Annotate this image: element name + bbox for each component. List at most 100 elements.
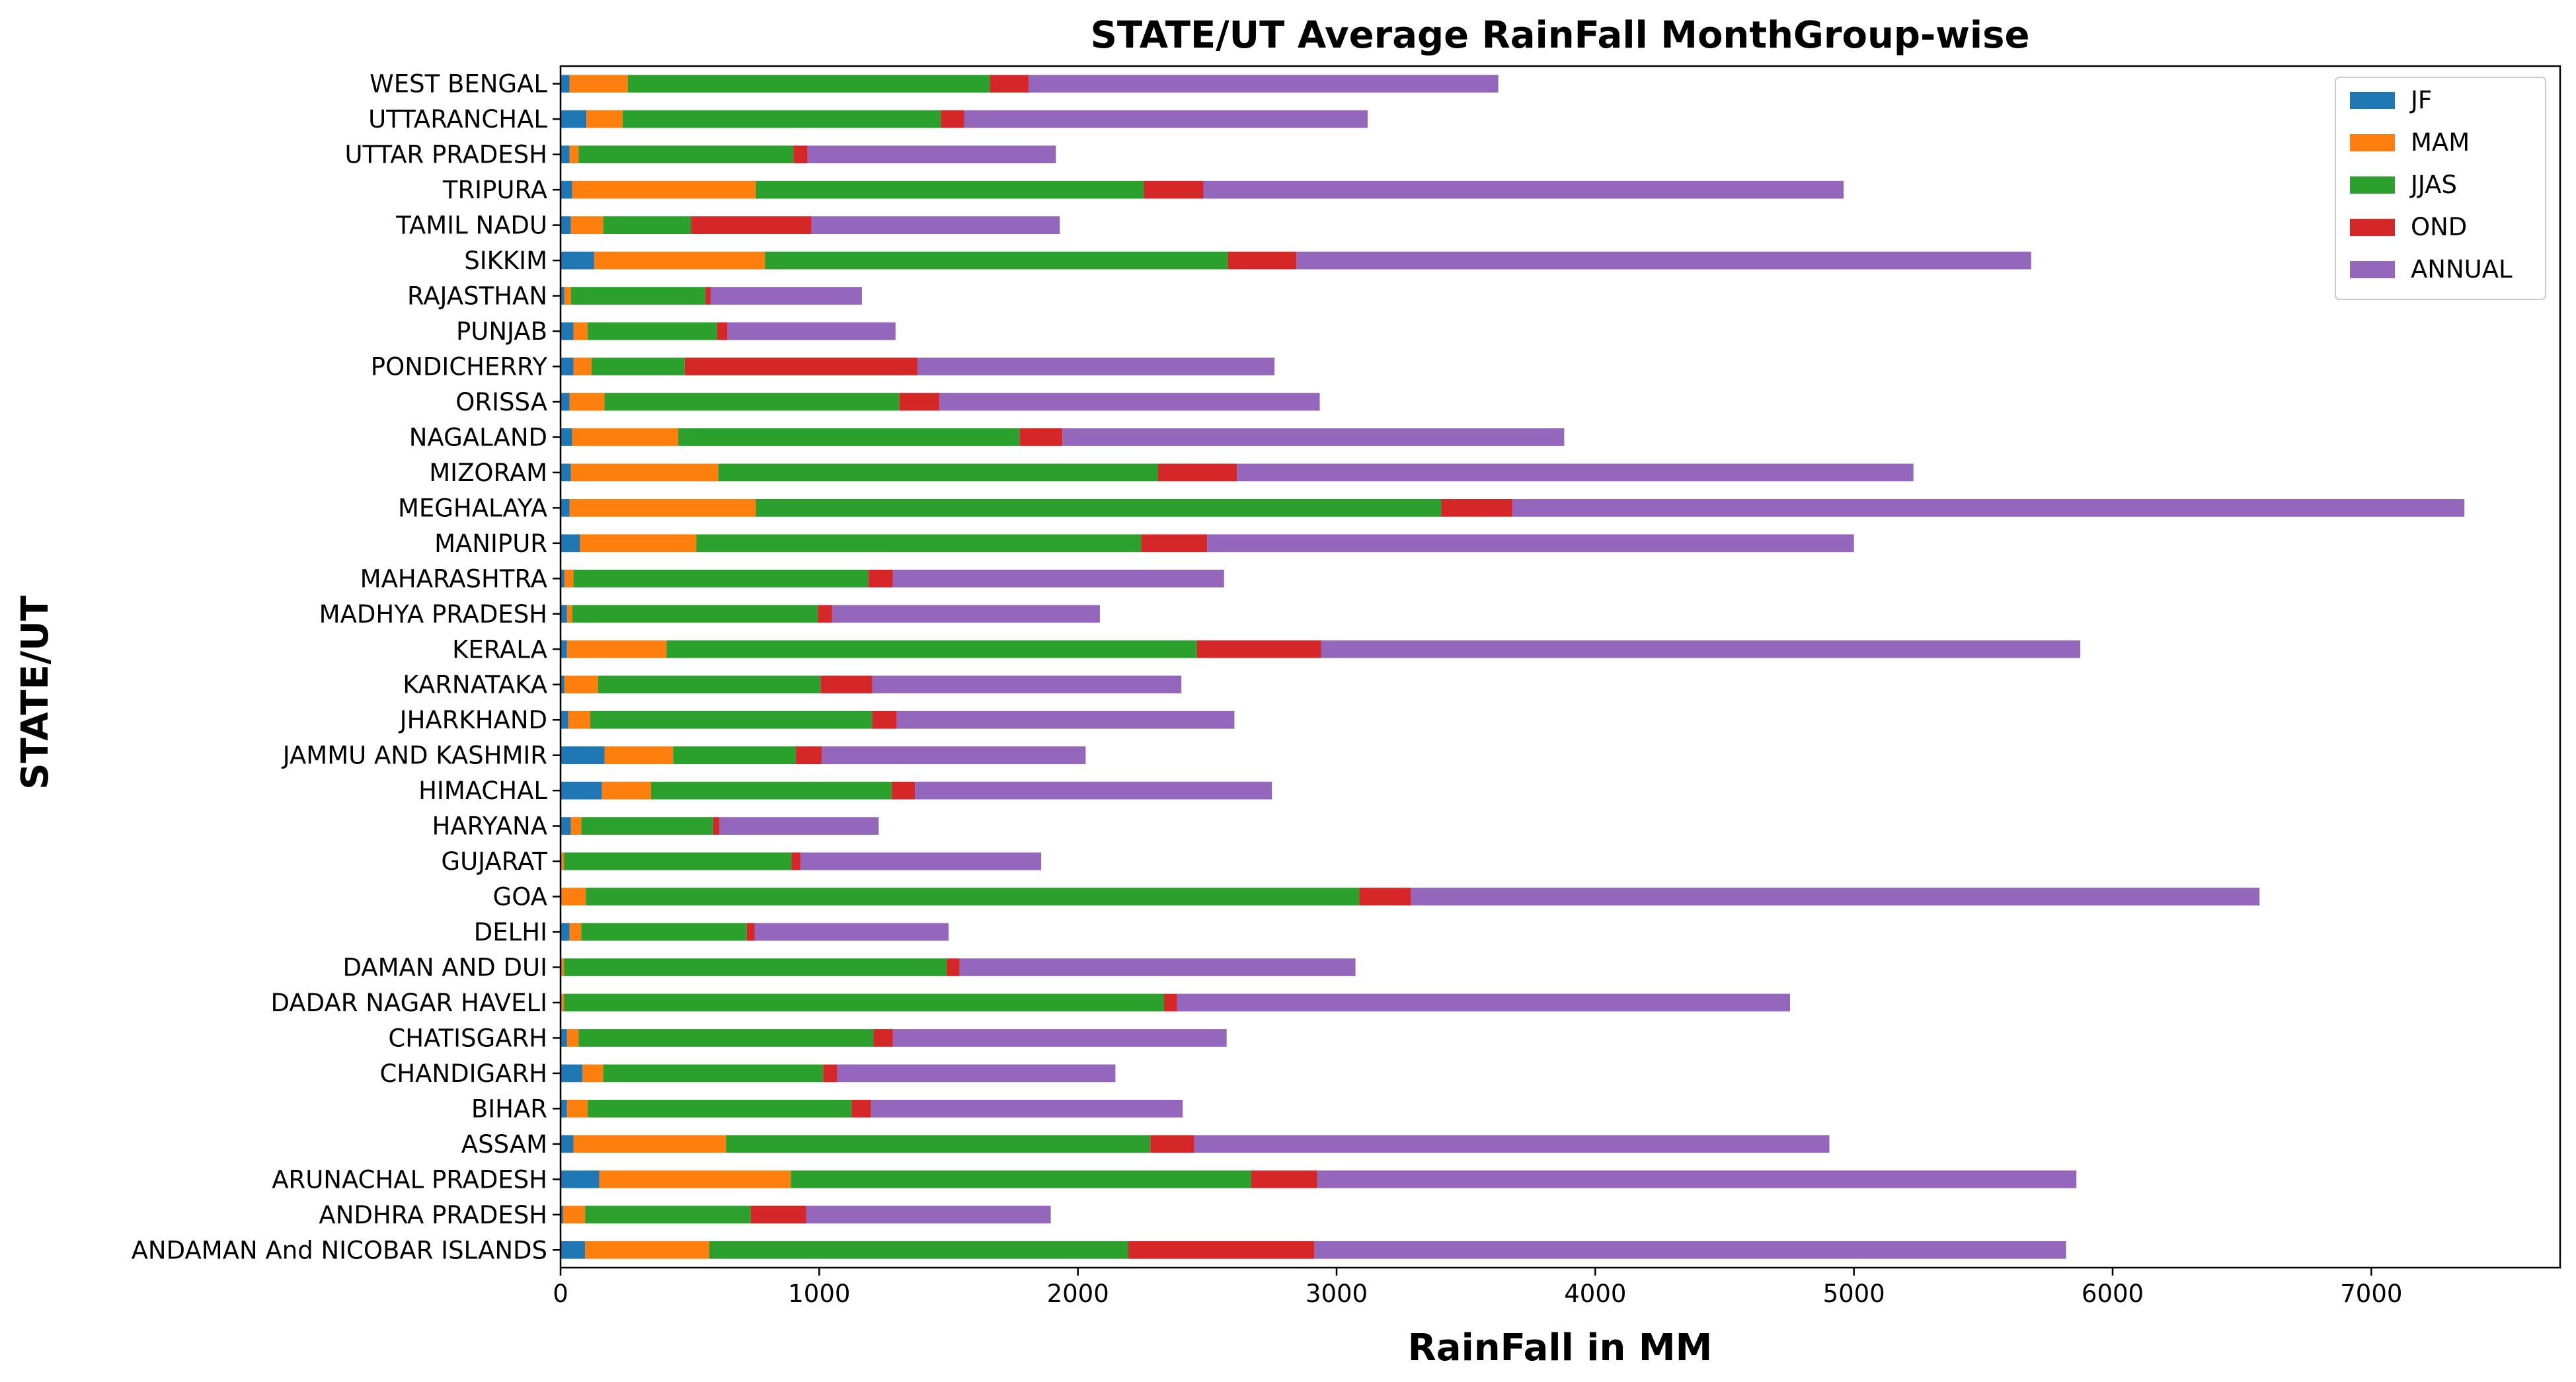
y-tick-label: PUNJAB bbox=[456, 317, 547, 346]
bar-mam-haryana bbox=[570, 817, 582, 835]
bar-mam-daman-and-dui bbox=[561, 958, 565, 976]
bar-mam-meghalaya bbox=[569, 499, 756, 517]
bar-jf-bihar bbox=[561, 1100, 567, 1118]
bar-jjas-andhra-pradesh bbox=[585, 1206, 751, 1224]
bar-annual-jharkhand bbox=[896, 710, 1235, 729]
y-tick-label: CHATISGARH bbox=[388, 1024, 547, 1052]
bar-jf-pondicherry bbox=[561, 358, 574, 375]
bar-jjas-assam bbox=[726, 1135, 1151, 1153]
bar-annual-nagaland bbox=[1062, 428, 1565, 446]
bar-annual-chatisgarh bbox=[892, 1029, 1227, 1047]
bar-jf-andaman-and-nicobar-islands bbox=[561, 1241, 586, 1259]
bar-mam-kerala bbox=[566, 640, 667, 658]
x-tick-label: 6000 bbox=[2082, 1280, 2144, 1308]
bar-mam-chatisgarh bbox=[566, 1029, 579, 1047]
y-tick-label: GUJARAT bbox=[441, 847, 547, 876]
bar-jf-jammu-and-kashmir bbox=[561, 746, 605, 765]
legend-swatch-annual bbox=[2350, 261, 2395, 278]
bar-jjas-delhi bbox=[581, 923, 747, 941]
bar-jjas-chandigarh bbox=[603, 1064, 824, 1083]
legend-label-mam: MAM bbox=[2411, 128, 2470, 157]
y-tick-label: KERALA bbox=[452, 635, 547, 664]
x-axis-label: RainFall in MM bbox=[1408, 1326, 1713, 1369]
bar-jf-himachal bbox=[561, 781, 602, 800]
y-tick-label: HIMACHAL bbox=[418, 777, 547, 805]
bar-annual-west-bengal bbox=[1029, 75, 1499, 93]
legend-swatch-ond bbox=[2350, 219, 2395, 236]
bar-mam-assam bbox=[573, 1135, 726, 1153]
bar-mam-arunachal-pradesh bbox=[599, 1170, 791, 1188]
y-axis-label: STATE/UT bbox=[14, 595, 57, 790]
bar-ond-andhra-pradesh bbox=[750, 1206, 806, 1224]
x-ticks: 0 1000 2000 3000 4000 5000 6000 7000 bbox=[553, 1268, 2402, 1308]
bar-annual-himachal bbox=[915, 781, 1272, 800]
bar-jf-kerala bbox=[561, 640, 567, 658]
bar-ond-punjab bbox=[717, 322, 728, 340]
y-tick-label: WEST BENGAL bbox=[370, 70, 547, 98]
bar-mam-gujarat bbox=[561, 852, 565, 870]
bar-mam-maharashtra bbox=[564, 569, 574, 588]
bar-jjas-orissa bbox=[604, 393, 900, 411]
bar-annual-dadar-nagar-haveli bbox=[1177, 993, 1791, 1012]
bar-jf-arunachal-pradesh bbox=[561, 1170, 600, 1188]
bar-jf-mizoram bbox=[561, 463, 571, 482]
bar-annual-meghalaya bbox=[1512, 499, 2465, 517]
y-tick-label: BIHAR bbox=[471, 1094, 547, 1123]
bar-ond-delhi bbox=[746, 923, 755, 941]
bar-annual-tamil-nadu bbox=[811, 216, 1060, 234]
bar-mam-goa bbox=[561, 888, 586, 905]
plot-frame bbox=[559, 65, 2561, 1269]
bar-annual-uttar-pradesh bbox=[807, 145, 1056, 164]
x-tick-label: 1000 bbox=[788, 1280, 850, 1308]
x-tick-label: 5000 bbox=[1823, 1280, 1885, 1308]
bar-jf-orissa bbox=[561, 393, 570, 411]
bar-annual-mizoram bbox=[1237, 463, 1914, 482]
y-ticks: ANDAMAN And NICOBAR ISLANDS ANDHRA PRADES… bbox=[132, 70, 561, 1264]
bar-annual-arunachal-pradesh bbox=[1317, 1170, 2077, 1188]
bar-mam-tripura bbox=[572, 180, 756, 199]
y-tick-label: ORISSA bbox=[455, 388, 547, 416]
bar-jf-karnataka bbox=[561, 675, 565, 694]
bar-jjas-madhya-pradesh bbox=[572, 605, 818, 623]
bar-jf-nagaland bbox=[561, 428, 572, 446]
y-tick-label: JAMMU AND KASHMIR bbox=[282, 742, 547, 770]
bar-mam-uttar-pradesh bbox=[569, 145, 579, 164]
bars-layer bbox=[561, 75, 2465, 1259]
bar-jjas-goa bbox=[586, 888, 1360, 905]
bar-annual-manipur bbox=[1207, 534, 1854, 553]
y-tick-label: MEGHALAYA bbox=[398, 494, 547, 522]
bar-ond-goa bbox=[1359, 888, 1411, 905]
y-tick-label: MANIPUR bbox=[434, 529, 547, 558]
bar-jf-meghalaya bbox=[561, 499, 570, 517]
bar-annual-jammu-and-kashmir bbox=[822, 746, 1086, 765]
bar-mam-himachal bbox=[602, 781, 651, 800]
bar-jjas-haryana bbox=[581, 817, 713, 835]
bar-jjas-bihar bbox=[588, 1100, 852, 1118]
bar-ond-orissa bbox=[899, 393, 940, 411]
bar-jjas-punjab bbox=[588, 322, 717, 340]
bar-mam-uttaranchal bbox=[586, 110, 623, 128]
bar-jjas-chatisgarh bbox=[578, 1029, 874, 1047]
bar-mam-madhya-pradesh bbox=[566, 605, 572, 623]
bar-jjas-jharkhand bbox=[590, 710, 873, 729]
bar-jf-punjab bbox=[561, 322, 574, 340]
bar-annual-goa bbox=[1411, 888, 2260, 905]
bar-ond-gujarat bbox=[791, 852, 801, 870]
bar-mam-punjab bbox=[573, 322, 588, 340]
bar-jjas-pondicherry bbox=[591, 358, 685, 375]
bar-mam-rajasthan bbox=[564, 287, 571, 305]
y-tick-label: UTTAR PRADESH bbox=[344, 141, 547, 169]
y-tick-label: CHANDIGARH bbox=[379, 1059, 547, 1088]
bar-ond-jammu-and-kashmir bbox=[796, 746, 822, 765]
x-tick-label: 0 bbox=[553, 1280, 568, 1308]
bar-jf-delhi bbox=[561, 923, 570, 941]
bar-ond-dadar-nagar-haveli bbox=[1163, 993, 1177, 1012]
bar-ond-daman-and-dui bbox=[947, 958, 960, 976]
y-tick-label: DAMAN AND DUI bbox=[342, 954, 547, 982]
bar-jjas-arunachal-pradesh bbox=[791, 1170, 1251, 1188]
y-tick-label: TAMIL NADU bbox=[395, 211, 547, 240]
bar-jf-chatisgarh bbox=[561, 1029, 567, 1047]
bar-jjas-uttaranchal bbox=[622, 110, 941, 128]
bar-annual-madhya-pradesh bbox=[832, 605, 1100, 623]
